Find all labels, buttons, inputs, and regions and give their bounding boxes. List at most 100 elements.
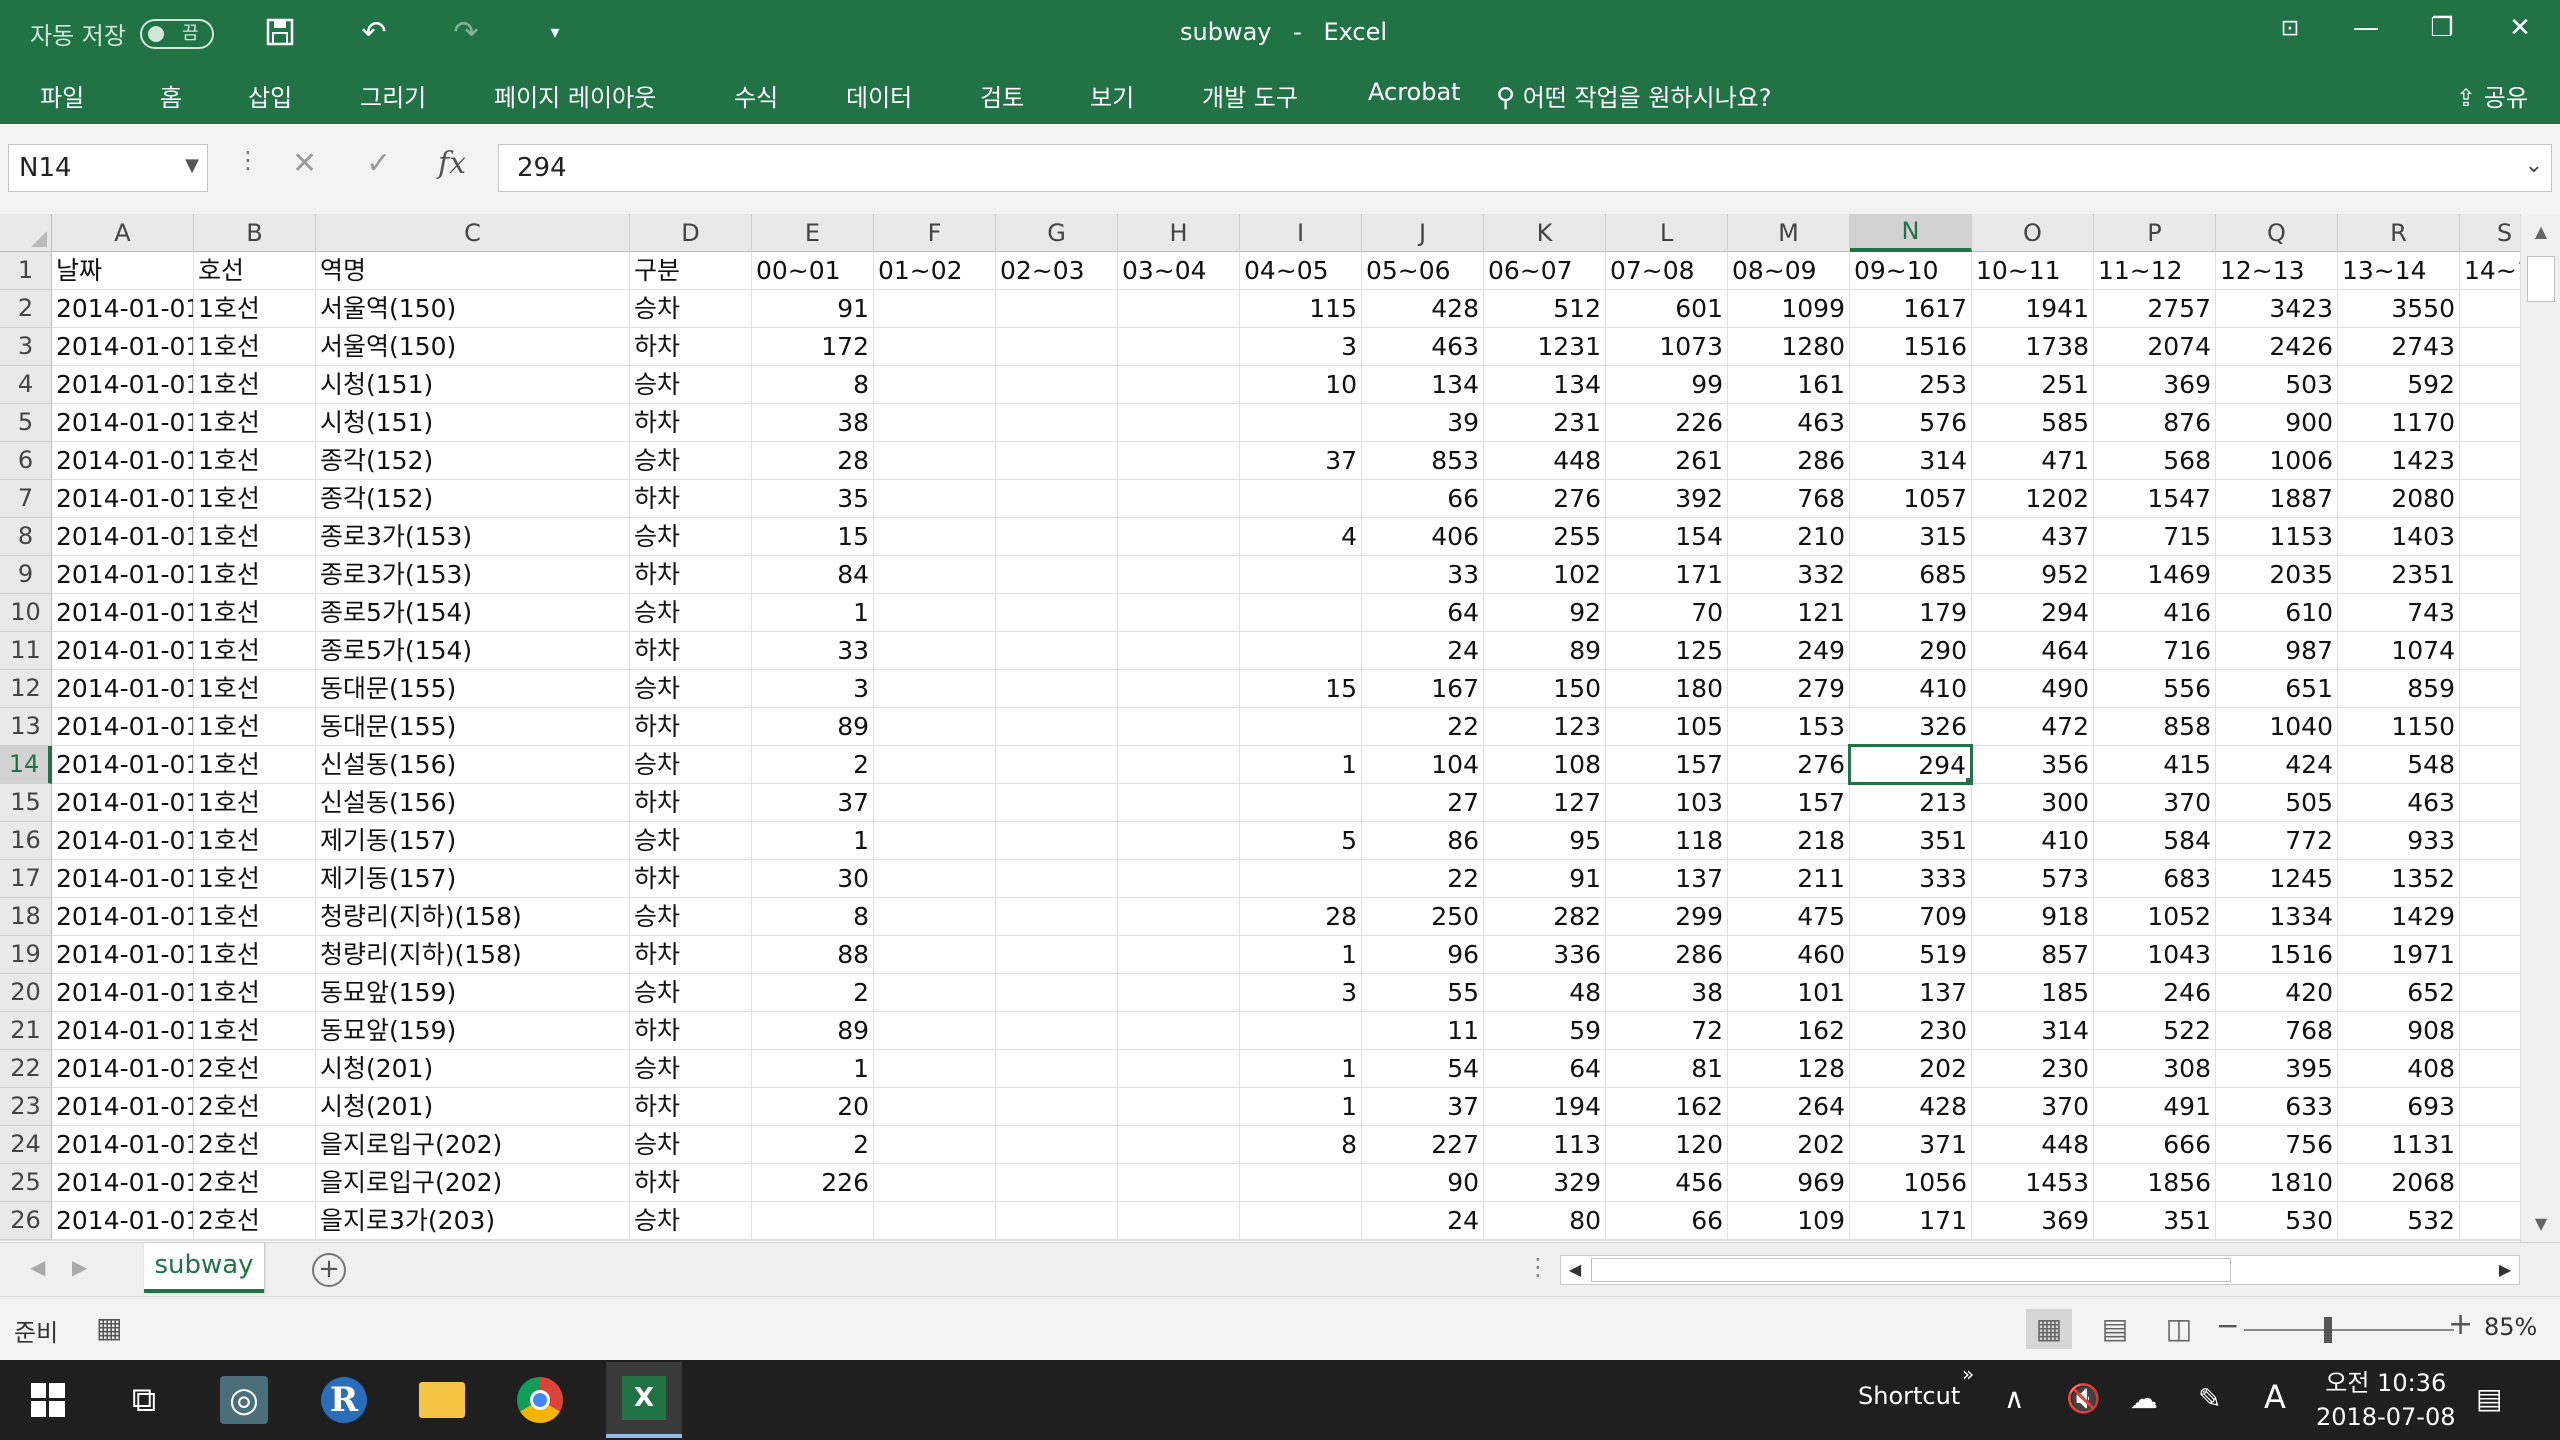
zoom-percentage[interactable]: 85% (2484, 1313, 2538, 1341)
cell-r4[interactable]: 592 (2338, 366, 2460, 404)
cell-o5[interactable]: 585 (1972, 404, 2094, 442)
cell-f2[interactable] (874, 290, 996, 328)
cell-s15[interactable] (2460, 784, 2520, 822)
cell-h25[interactable] (1118, 1164, 1240, 1202)
cell-d11[interactable]: 하차 (630, 632, 752, 670)
cell-s14[interactable] (2460, 746, 2520, 784)
cell-n3[interactable]: 1516 (1850, 328, 1972, 366)
cell-c6[interactable]: 종각(152) (316, 442, 630, 480)
cell-c3[interactable]: 서울역(150) (316, 328, 630, 366)
cell-m21[interactable]: 162 (1728, 1012, 1850, 1050)
page-break-view-icon[interactable]: ◫ (2165, 1312, 2193, 1345)
minimize-icon[interactable]: — (2353, 13, 2379, 43)
row-header-16[interactable]: 16 (0, 822, 52, 860)
cell-k3[interactable]: 1231 (1484, 328, 1606, 366)
cell-l19[interactable]: 286 (1606, 936, 1728, 974)
cell-o23[interactable]: 370 (1972, 1088, 2094, 1126)
cell-r5[interactable]: 1170 (2338, 404, 2460, 442)
row-header-2[interactable]: 2 (0, 290, 52, 328)
vertical-scroll-thumb[interactable] (2527, 256, 2555, 302)
cell-f5[interactable] (874, 404, 996, 442)
cell-p13[interactable]: 858 (2094, 708, 2216, 746)
cell-q16[interactable]: 772 (2216, 822, 2338, 860)
cell-j18[interactable]: 250 (1362, 898, 1484, 936)
cell-r13[interactable]: 1150 (2338, 708, 2460, 746)
normal-view-icon[interactable]: ▦ (2026, 1309, 2072, 1349)
cell-e1[interactable]: 00~01 (752, 252, 874, 290)
cell-k21[interactable]: 59 (1484, 1012, 1606, 1050)
cell-q15[interactable]: 505 (2216, 784, 2338, 822)
cell-o1[interactable]: 10~11 (1972, 252, 2094, 290)
cell-o6[interactable]: 471 (1972, 442, 2094, 480)
cell-i6[interactable]: 37 (1240, 442, 1362, 480)
cell-s19[interactable]: 2 (2460, 936, 2520, 974)
cell-k6[interactable]: 448 (1484, 442, 1606, 480)
cell-f25[interactable] (874, 1164, 996, 1202)
cell-e22[interactable]: 1 (752, 1050, 874, 1088)
cell-g5[interactable] (996, 404, 1118, 442)
cell-i5[interactable] (1240, 404, 1362, 442)
tab-formulas[interactable]: 수식 (734, 84, 779, 112)
file-explorer-icon[interactable] (412, 1370, 472, 1430)
row-header-14[interactable]: 14 (0, 746, 52, 784)
cell-j2[interactable]: 428 (1362, 290, 1484, 328)
cell-s11[interactable]: 1 (2460, 632, 2520, 670)
cell-f18[interactable] (874, 898, 996, 936)
cell-p22[interactable]: 308 (2094, 1050, 2216, 1088)
cell-i11[interactable] (1240, 632, 1362, 670)
expand-formula-icon[interactable]: ⌄ (2524, 153, 2543, 178)
cell-o24[interactable]: 448 (1972, 1126, 2094, 1164)
cell-l26[interactable]: 66 (1606, 1202, 1728, 1240)
cell-f9[interactable] (874, 556, 996, 594)
column-header-i[interactable]: I (1240, 214, 1362, 252)
cell-m16[interactable]: 218 (1728, 822, 1850, 860)
cell-k20[interactable]: 48 (1484, 974, 1606, 1012)
cell-i23[interactable]: 1 (1240, 1088, 1362, 1126)
cell-s9[interactable]: 2 (2460, 556, 2520, 594)
cell-l12[interactable]: 180 (1606, 670, 1728, 708)
cell-i9[interactable] (1240, 556, 1362, 594)
cell-g13[interactable] (996, 708, 1118, 746)
cell-h11[interactable] (1118, 632, 1240, 670)
cell-s1[interactable]: 14~1 (2460, 252, 2520, 290)
cell-q19[interactable]: 1516 (2216, 936, 2338, 974)
cell-k16[interactable]: 95 (1484, 822, 1606, 860)
cell-k18[interactable]: 282 (1484, 898, 1606, 936)
cell-q13[interactable]: 1040 (2216, 708, 2338, 746)
tab-acrobat[interactable]: Acrobat (1368, 78, 1461, 106)
cell-e18[interactable]: 8 (752, 898, 874, 936)
cell-q21[interactable]: 768 (2216, 1012, 2338, 1050)
tab-page-layout[interactable]: 페이지 레이아웃 (494, 84, 657, 112)
cell-r22[interactable]: 408 (2338, 1050, 2460, 1088)
cell-g24[interactable] (996, 1126, 1118, 1164)
cell-l20[interactable]: 38 (1606, 974, 1728, 1012)
cell-a22[interactable]: 2014-01-01 (52, 1050, 194, 1088)
cell-e26[interactable] (752, 1202, 874, 1240)
cell-p14[interactable]: 415 (2094, 746, 2216, 784)
cell-d25[interactable]: 하차 (630, 1164, 752, 1202)
cell-q2[interactable]: 3423 (2216, 290, 2338, 328)
cell-f16[interactable] (874, 822, 996, 860)
cell-d2[interactable]: 승차 (630, 290, 752, 328)
cell-h19[interactable] (1118, 936, 1240, 974)
cell-n24[interactable]: 371 (1850, 1126, 1972, 1164)
cell-c18[interactable]: 청량리(지하)(158) (316, 898, 630, 936)
cell-c8[interactable]: 종로3가(153) (316, 518, 630, 556)
cell-q24[interactable]: 756 (2216, 1126, 2338, 1164)
cell-o4[interactable]: 251 (1972, 366, 2094, 404)
row-header-10[interactable]: 10 (0, 594, 52, 632)
cell-a11[interactable]: 2014-01-01 (52, 632, 194, 670)
cell-r26[interactable]: 532 (2338, 1202, 2460, 1240)
taskbar-shortcut-label[interactable]: Shortcut (1858, 1382, 1961, 1410)
cell-c23[interactable]: 시청(201) (316, 1088, 630, 1126)
cell-l1[interactable]: 07~08 (1606, 252, 1728, 290)
column-header-q[interactable]: Q (2216, 214, 2338, 252)
cell-n5[interactable]: 576 (1850, 404, 1972, 442)
row-header-17[interactable]: 17 (0, 860, 52, 898)
row-header-7[interactable]: 7 (0, 480, 52, 518)
cell-o2[interactable]: 1941 (1972, 290, 2094, 328)
cell-k14[interactable]: 108 (1484, 746, 1606, 784)
cell-e13[interactable]: 89 (752, 708, 874, 746)
cell-e25[interactable]: 226 (752, 1164, 874, 1202)
cell-k17[interactable]: 91 (1484, 860, 1606, 898)
